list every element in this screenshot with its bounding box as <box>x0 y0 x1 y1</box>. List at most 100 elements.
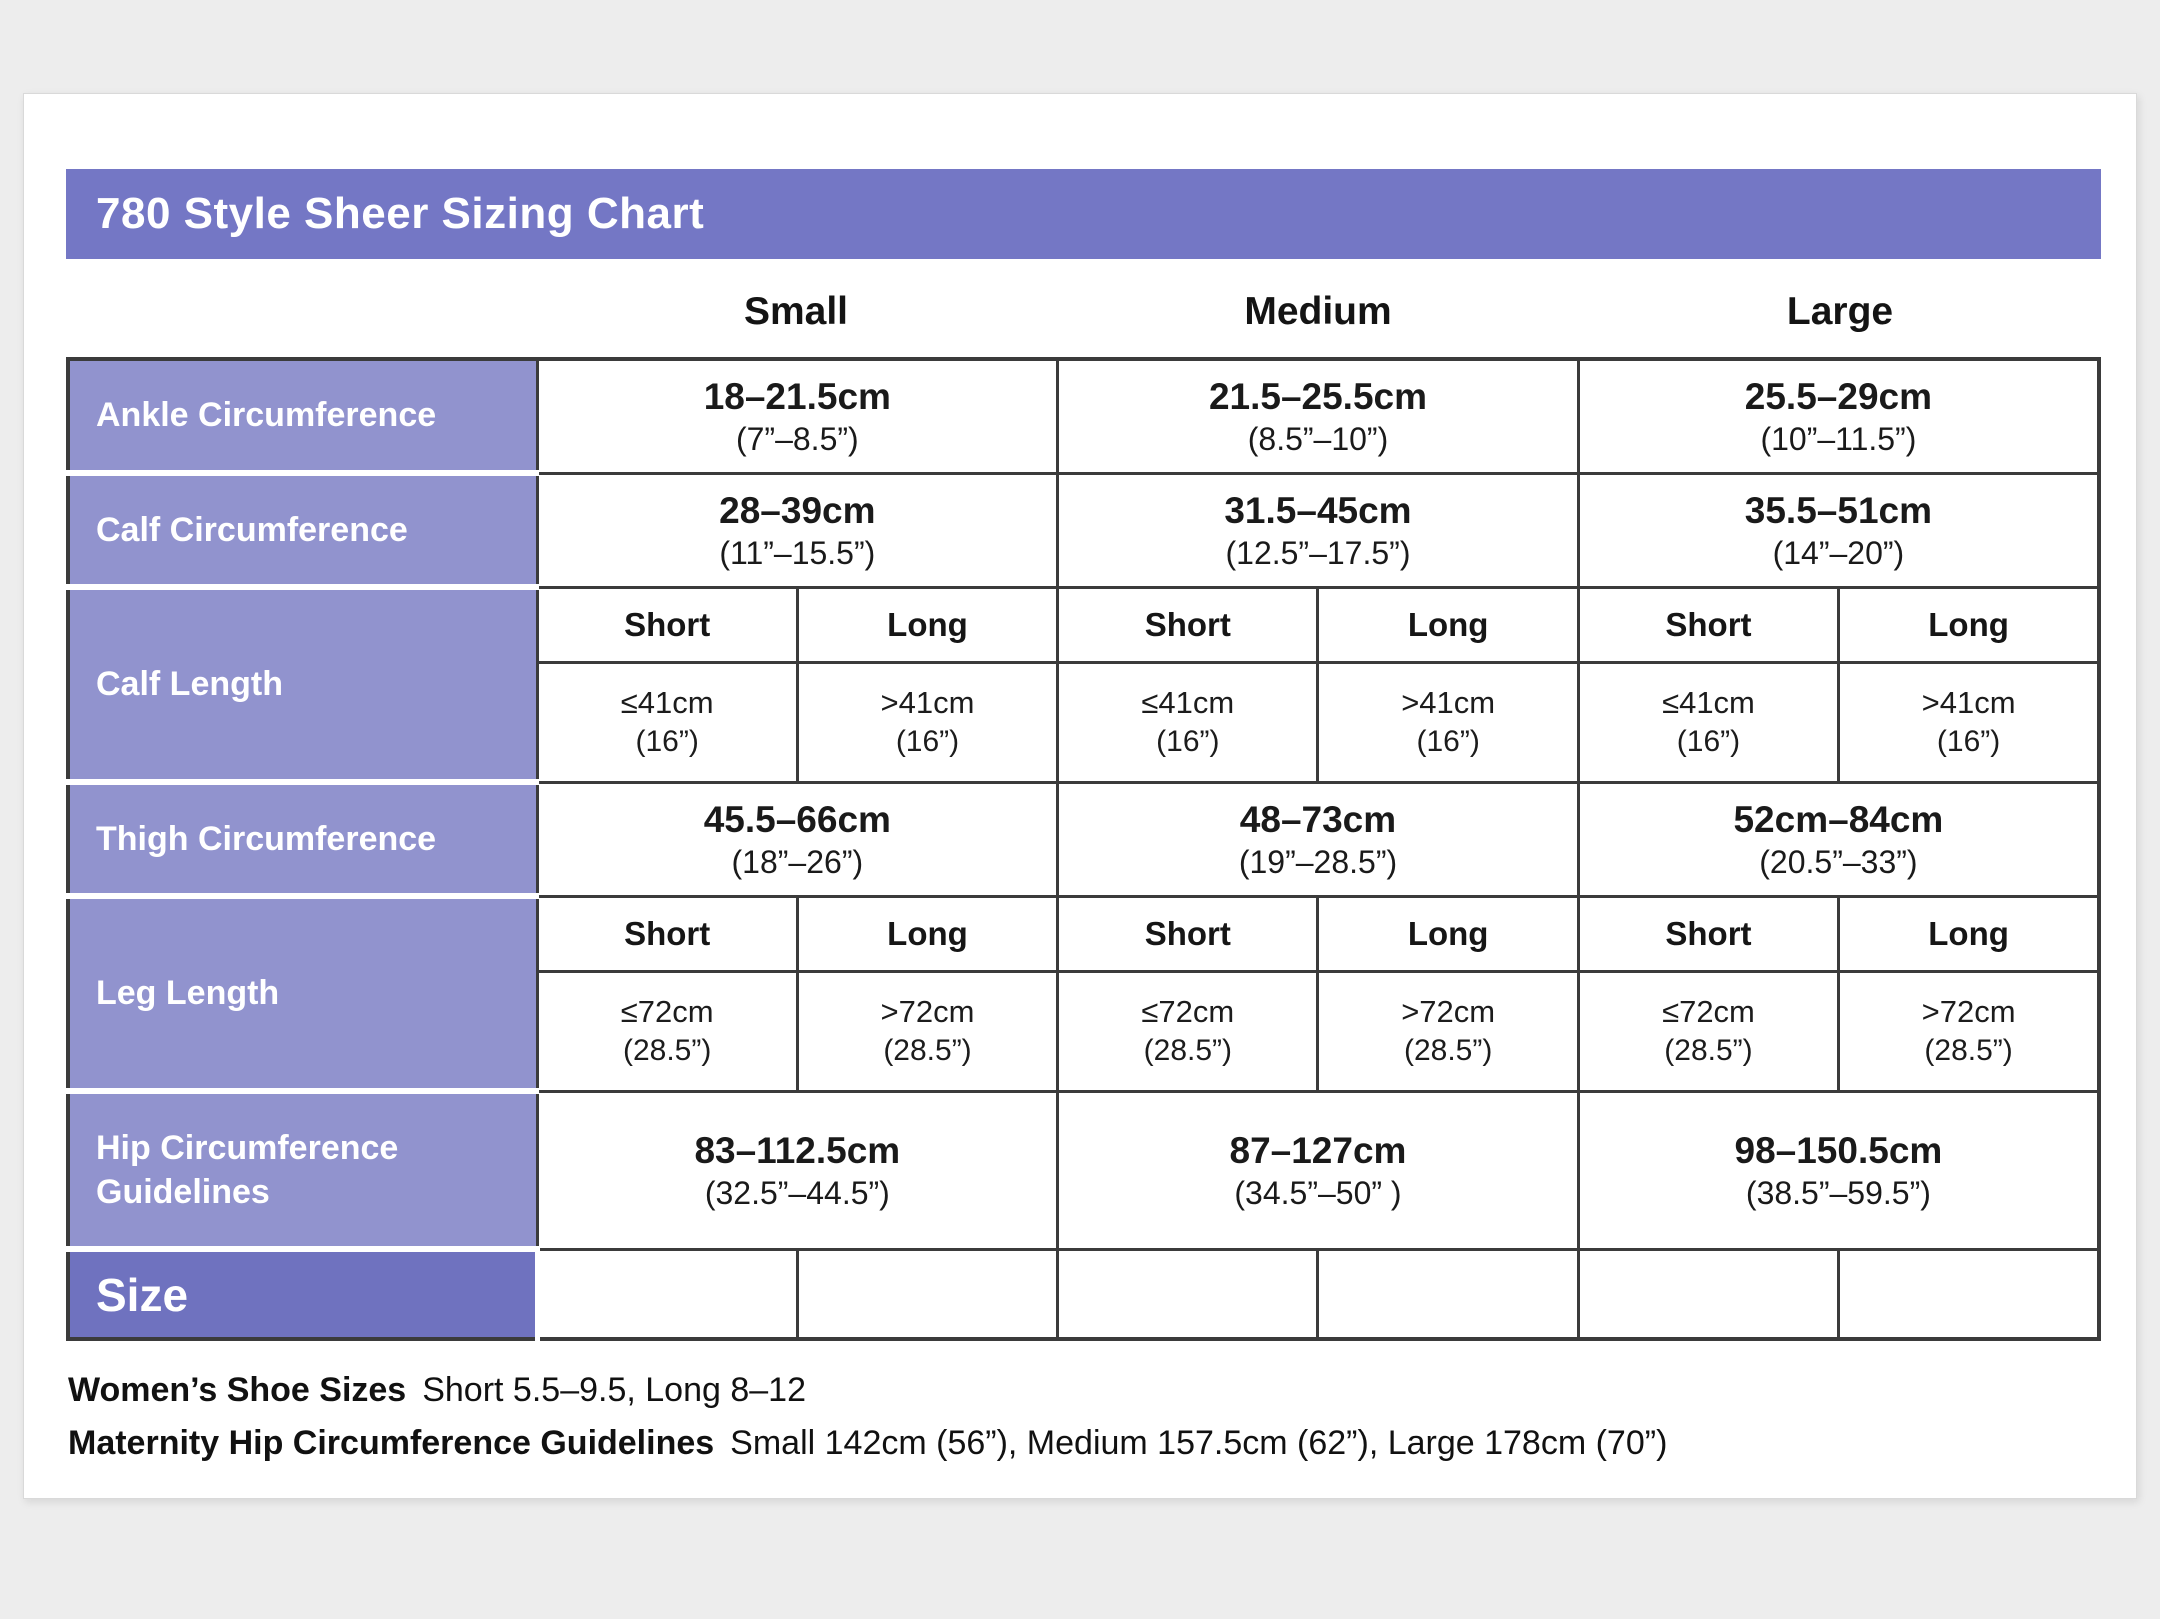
size-column-headers: Small Medium Large <box>66 281 2101 343</box>
calf-circ-small-cell: 28–39cm (11”–15.5”) <box>535 471 1060 589</box>
calf-length-medium-short-cell: ≤41cm (16”) <box>1056 660 1320 784</box>
row-label-hip: Hip Circumference Guidelines <box>68 1091 539 1252</box>
leg-length-value-cm: ≤72cm <box>1141 994 1235 1030</box>
leg-length-large-short-header: Short <box>1576 894 1841 973</box>
calf-length-value-cm: ≤41cm <box>1141 685 1235 721</box>
calf-length-small-short-cell: ≤41cm (16”) <box>535 660 799 784</box>
thigh-small-inch: (18”–26”) <box>731 843 864 880</box>
leg-length-value-inch: (28.5”) <box>883 1034 972 1068</box>
calf-circ-medium-cm: 31.5–45cm <box>1224 489 1412 531</box>
size-code-ls: LS <box>1576 1247 1841 1341</box>
leg-length-value-inch: (28.5”) <box>1924 1034 2013 1068</box>
footnote-shoe-sizes: Women’s Shoe Sizes Short 5.5–9.5, Long 8–… <box>68 1371 2101 1410</box>
row-label-thigh: Thigh Circumference <box>68 782 539 899</box>
calf-circ-small-inch: (11”–15.5”) <box>719 534 876 571</box>
row-leg-length-values: ≤72cm (28.5”) >72cm (28.5”) ≤72cm (28.5”… <box>68 969 2101 1093</box>
size-code-ms: MS <box>1056 1247 1320 1341</box>
leg-length-value-inch: (28.5”) <box>1143 1034 1232 1068</box>
calf-length-value-inch: (16”) <box>1936 725 2001 759</box>
calf-circ-small-cm: 28–39cm <box>719 489 876 531</box>
thigh-large-cm: 52cm–84cm <box>1733 798 1944 840</box>
leg-length-value-inch: (28.5”) <box>1664 1034 1753 1068</box>
size-code-ll: LL <box>1837 1247 2101 1341</box>
leg-length-value-cm: >72cm <box>1921 994 2016 1030</box>
ankle-small-inch: (7”–8.5”) <box>735 421 859 458</box>
thigh-small-cm: 45.5–66cm <box>703 798 891 840</box>
footnote-maternity-text: Small 142cm (56”), Medium 157.5cm (62”),… <box>730 1424 1668 1462</box>
calf-length-value-cm: ≤41cm <box>1662 685 1755 721</box>
calf-length-value-inch: (16”) <box>1416 725 1480 759</box>
leg-length-value-cm: >72cm <box>880 994 975 1030</box>
leg-length-small-short-cell: ≤72cm (28.5”) <box>535 969 799 1093</box>
size-code-ss: SS <box>535 1247 799 1341</box>
calf-length-large-short-cell: ≤41cm (16”) <box>1576 660 1841 784</box>
calf-length-value-inch: (16”) <box>1676 725 1741 759</box>
card-content: 780 Style Sheer Sizing Chart Small Mediu… <box>66 169 2101 1477</box>
hip-small-inch: (32.5”–44.5”) <box>704 1174 890 1211</box>
thigh-small-cell: 45.5–66cm (18”–26”) <box>535 780 1060 898</box>
ankle-large-cell: 25.5–29cm (10”–11.5”) <box>1576 357 2101 475</box>
thigh-large-cell: 52cm–84cm (20.5”–33”) <box>1576 780 2101 898</box>
row-label-calf-length: Calf Length <box>68 587 539 785</box>
footnote-shoe-sizes-label: Women’s Shoe Sizes <box>68 1371 407 1409</box>
leg-length-small-long-header: Long <box>795 894 1060 973</box>
sizing-chart-card: 780 Style Sheer Sizing Chart Small Mediu… <box>23 93 2137 1499</box>
calf-length-value-cm: >41cm <box>1401 685 1496 721</box>
ankle-small-cell: 18–21.5cm (7”–8.5”) <box>535 357 1060 475</box>
row-hip-circumference: Hip Circumference Guidelines 83–112.5cm … <box>68 1089 2101 1252</box>
ankle-small-cm: 18–21.5cm <box>703 375 891 417</box>
calf-circ-medium-cell: 31.5–45cm (12.5”–17.5”) <box>1056 471 1580 589</box>
hip-large-inch: (38.5”–59.5”) <box>1745 1174 1931 1211</box>
leg-length-value-cm: ≤72cm <box>1662 994 1755 1030</box>
hip-small-cell: 83–112.5cm (32.5”–44.5”) <box>535 1089 1060 1251</box>
leg-length-large-long-header: Long <box>1837 894 2101 973</box>
column-header-large: Large <box>1786 290 1894 333</box>
footnote-maternity-label: Maternity Hip Circumference Guidelines <box>68 1424 715 1462</box>
calf-length-value-cm: ≤41cm <box>620 685 714 721</box>
ankle-medium-cm: 21.5–25.5cm <box>1208 375 1428 417</box>
row-calf-circumference: Calf Circumference 28–39cm (11”–15.5”) 3… <box>68 471 2101 590</box>
calf-circ-large-cell: 35.5–51cm (14”–20”) <box>1576 471 2101 589</box>
row-calf-length-subheaders: Calf Length Short Long Short Long Short … <box>68 585 2101 785</box>
row-label-calf-circumference: Calf Circumference <box>68 473 539 590</box>
ankle-medium-cell: 21.5–25.5cm (8.5”–10”) <box>1056 357 1580 475</box>
calf-length-medium-long-header: Long <box>1316 585 1580 664</box>
row-label-ankle: Ankle Circumference <box>68 359 539 476</box>
column-header-medium: Medium <box>1244 290 1392 333</box>
leg-length-medium-long-cell: >72cm (28.5”) <box>1316 969 1580 1093</box>
footnote-maternity: Maternity Hip Circumference Guidelines Sm… <box>68 1424 2101 1463</box>
leg-length-value-cm: >72cm <box>1401 994 1496 1030</box>
calf-length-medium-short-header: Short <box>1056 585 1320 664</box>
leg-length-value-cm: ≤72cm <box>620 994 714 1030</box>
size-code-ml: ML <box>1316 1247 1580 1341</box>
calf-length-medium-long-cell: >41cm (16”) <box>1316 660 1580 784</box>
calf-length-small-long-header: Long <box>795 585 1060 664</box>
leg-length-medium-short-header: Short <box>1056 894 1320 973</box>
thigh-large-inch: (20.5”–33”) <box>1759 843 1918 880</box>
leg-length-medium-long-header: Long <box>1316 894 1580 973</box>
chart-title: 780 Style Sheer Sizing Chart <box>96 189 705 238</box>
footnote-shoe-sizes-text: Short 5.5–9.5, Long 8–12 <box>422 1371 806 1409</box>
size-code-sl: SL <box>795 1247 1060 1341</box>
chart-title-bar: 780 Style Sheer Sizing Chart <box>66 169 2101 259</box>
hip-medium-inch: (34.5”–50” ) <box>1234 1174 1402 1211</box>
row-label-leg-length: Leg Length <box>68 896 539 1094</box>
calf-length-value-cm: >41cm <box>1921 685 2016 721</box>
calf-length-small-long-cell: >41cm (16”) <box>795 660 1060 784</box>
calf-length-value-inch: (16”) <box>1156 725 1220 759</box>
sizing-table: Ankle Circumference 18–21.5cm (7”–8.5”) … <box>66 357 2101 1341</box>
leg-length-value-inch: (28.5”) <box>622 1034 712 1068</box>
calf-length-value-inch: (16”) <box>635 725 699 759</box>
leg-length-small-long-cell: >72cm (28.5”) <box>795 969 1060 1093</box>
hip-large-cell: 98–150.5cm (38.5”–59.5”) <box>1576 1089 2101 1251</box>
leg-length-small-short-header: Short <box>535 894 799 973</box>
ankle-large-cm: 25.5–29cm <box>1744 375 1933 417</box>
calf-length-large-long-cell: >41cm (16”) <box>1837 660 2101 784</box>
row-ankle-circumference: Ankle Circumference 18–21.5cm (7”–8.5”) … <box>68 357 2101 476</box>
calf-circ-medium-inch: (12.5”–17.5”) <box>1225 534 1411 571</box>
leg-length-medium-short-cell: ≤72cm (28.5”) <box>1056 969 1320 1093</box>
hip-medium-cm: 87–127cm <box>1229 1129 1407 1171</box>
footnotes: Women’s Shoe Sizes Short 5.5–9.5, Long 8–… <box>66 1371 2101 1463</box>
column-header-small: Small <box>743 290 849 333</box>
calf-length-large-long-header: Long <box>1837 585 2101 664</box>
